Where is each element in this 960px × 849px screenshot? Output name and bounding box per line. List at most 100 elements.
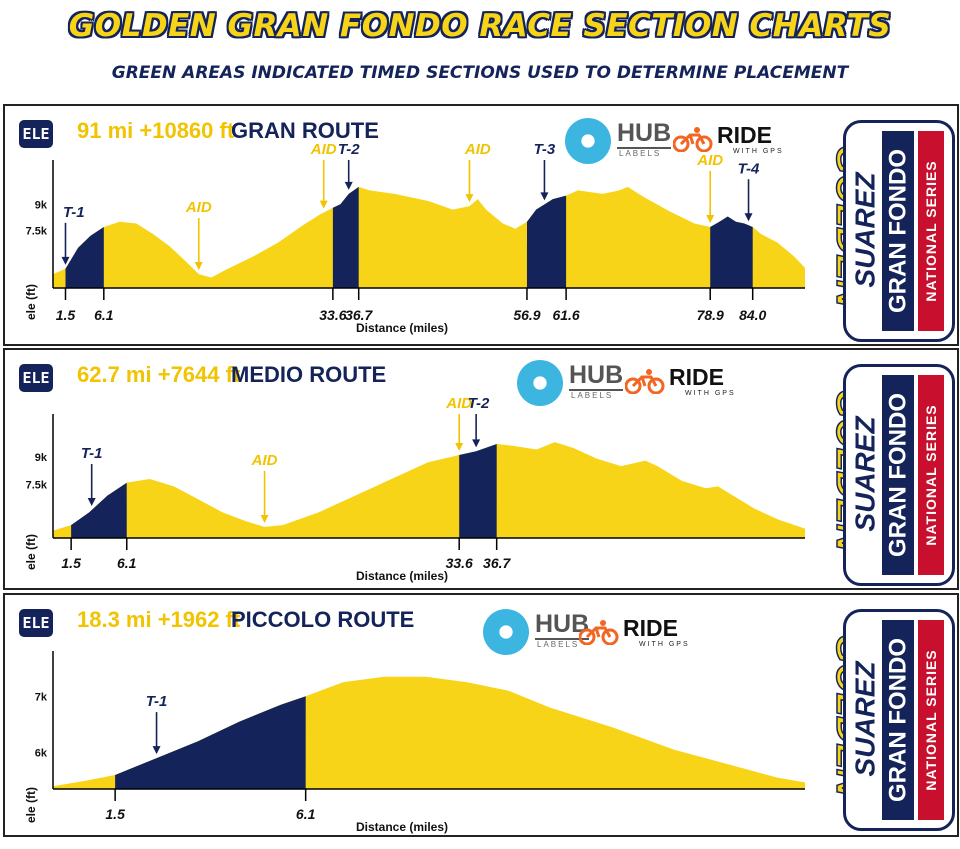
ele-badge: ELE (19, 609, 53, 637)
x-tick-label: 6.1 (296, 806, 316, 822)
arrow-head (61, 256, 70, 265)
timed-section-3 (526, 195, 567, 288)
route-stats: 62.7 mi +7644 ft (77, 362, 241, 387)
aid-label: AID (251, 452, 278, 469)
route-name: GRAN ROUTE (231, 118, 379, 143)
x-tick-label: 1.5 (105, 806, 125, 822)
y-axis-label: ele (ft) (24, 534, 38, 570)
route-stats: 18.3 mi +1962 ft (77, 607, 241, 632)
route-name: MEDIO ROUTE (231, 362, 387, 387)
national-series-band: NATIONAL SERIES (918, 620, 944, 820)
national-series-band: NATIONAL SERIES (918, 375, 944, 575)
arrow-head (455, 443, 464, 452)
arrow-head (744, 213, 753, 222)
cyclist-icon (579, 620, 619, 645)
timed-section-1 (71, 482, 127, 538)
route-stats: 91 mi +10860 ft (77, 118, 235, 143)
ride-logo-word: RIDE (669, 364, 724, 390)
aid-label: AID (185, 199, 212, 216)
aid-label: AID (464, 141, 491, 158)
ride-logo-sub: WITH GPS (639, 641, 690, 648)
x-axis-label: Distance (miles) (356, 820, 448, 834)
timed-label: T-1 (81, 445, 103, 462)
timed-section-1 (115, 696, 306, 789)
gran-fondo-band: GRAN FONDO (882, 375, 914, 575)
golden-text: GOLDEN (828, 145, 847, 309)
arrow-head (706, 215, 715, 223)
x-tick-label: 56.9 (513, 307, 540, 323)
golden-suarez-logo: GOLDEN SUAREZ GRAN FONDO NATIONAL SERIES (807, 599, 955, 831)
timed-section-1 (65, 227, 104, 288)
gran-fondo-band: GRAN FONDO (882, 131, 914, 331)
y-axis-label: ele (ft) (24, 787, 38, 823)
national-series-band: NATIONAL SERIES (918, 131, 944, 331)
timed-section-2 (459, 444, 497, 538)
arrow-head (194, 262, 203, 271)
ride-logo-sub: WITH GPS (733, 148, 784, 155)
x-tick-label: 61.6 (552, 307, 579, 323)
golden-wordmark: GOLDEN (827, 633, 847, 799)
arrow-head (465, 194, 474, 203)
y-tick-label: 7k (35, 691, 48, 703)
hub-logo-sub: LABELS (571, 391, 614, 400)
ele-badge: ELE (19, 120, 53, 148)
arrow-head (152, 746, 161, 755)
timed-label: T-2 (338, 141, 360, 158)
arrow-head (260, 514, 269, 523)
y-tick-label: 7.5k (26, 225, 48, 237)
arrow-head (319, 200, 328, 209)
national-series-text: NATIONAL SERIES (923, 404, 939, 545)
x-axis-label: Distance (miles) (356, 321, 448, 335)
arrow-head (344, 181, 353, 190)
suarez-badge: SUAREZ GRAN FONDO NATIONAL SERIES (843, 609, 955, 831)
ride-logo-word: RIDE (623, 615, 678, 641)
cyclist-icon (673, 127, 713, 152)
golden-wordmark: GOLDEN (827, 388, 847, 554)
ride-with-gps-logo: RIDE WITH GPS (625, 362, 755, 402)
y-tick-label: 9k (35, 452, 48, 464)
elevation-profile-area (53, 186, 805, 288)
y-tick-label: 7.5k (26, 480, 48, 492)
hub-logo-word: HUB (617, 119, 672, 149)
golden-suarez-logo: GOLDEN SUAREZ GRAN FONDO NATIONAL SERIES (807, 354, 955, 586)
gran-fondo-band: GRAN FONDO (882, 620, 914, 820)
x-tick-label: 33.6 (319, 307, 346, 323)
elevation-profile-area (53, 442, 805, 538)
suarez-text: SUAREZ (850, 416, 880, 532)
national-series-text: NATIONAL SERIES (923, 649, 939, 790)
suarez-badge: SUAREZ GRAN FONDO NATIONAL SERIES (843, 364, 955, 586)
timed-label: T-1 (63, 204, 85, 221)
y-axis-label: ele (ft) (24, 284, 38, 320)
hub-logo-sub: LABELS (537, 640, 580, 649)
route-name: PICCOLO ROUTE (231, 607, 415, 632)
gran-fondo-text: GRAN FONDO (885, 638, 912, 802)
aid-label: AID (445, 395, 472, 412)
timed-label: T-2 (468, 395, 490, 412)
suarez-text: SUAREZ (850, 172, 880, 288)
x-tick-label: 36.7 (483, 555, 511, 571)
y-tick-label: 9k (35, 199, 48, 211)
golden-text: GOLDEN (828, 634, 847, 798)
piccolo-elevation-chart: 7k 6k ele (ft) 1.5 6.1 Distance (miles) T-1 (24, 651, 805, 834)
aid-label: AID (696, 152, 723, 169)
piccolo-route-panel: ELE 18.3 mi +1962 ft PICCOLO ROUTE HUB L… (3, 593, 959, 837)
sun-icon (565, 118, 611, 164)
ele-badge: ELE (19, 364, 53, 392)
timed-section-2 (332, 186, 359, 288)
hub-labels-logo: HUB LABELS (517, 360, 647, 408)
sun-icon (517, 360, 563, 406)
x-tick-label: 33.6 (446, 555, 473, 571)
x-tick-label: 1.5 (56, 307, 76, 323)
x-tick-label: 36.7 (345, 307, 373, 323)
national-series-text: NATIONAL SERIES (923, 160, 939, 301)
x-tick-label: 78.9 (697, 307, 724, 323)
gran-route-panel: ELE 91 mi +10860 ft GRAN ROUTE HUB LABEL… (3, 104, 959, 346)
suarez-wordmark: SUAREZ (850, 172, 880, 288)
x-tick-label: 1.5 (61, 555, 81, 571)
suarez-wordmark: SUAREZ (850, 416, 880, 532)
medio-route-panel: ELE 62.7 mi +7644 ft MEDIO ROUTE HUB LAB… (3, 348, 959, 590)
gran-fondo-text: GRAN FONDO (885, 393, 912, 557)
suarez-text: SUAREZ (850, 661, 880, 777)
sun-icon (483, 609, 529, 655)
ride-logo-word: RIDE (717, 122, 772, 148)
